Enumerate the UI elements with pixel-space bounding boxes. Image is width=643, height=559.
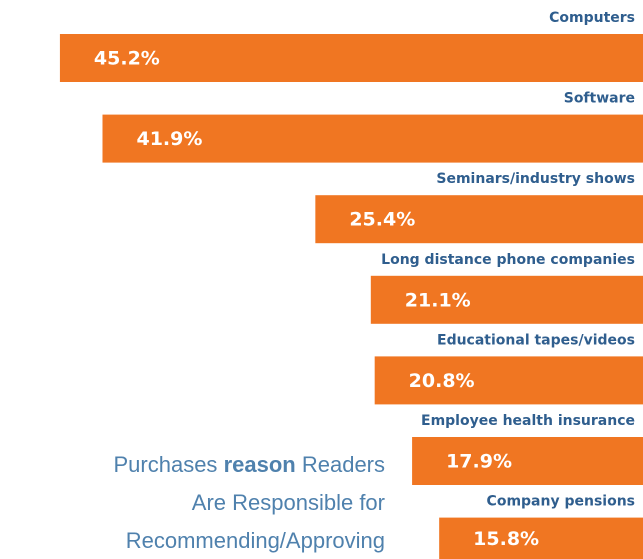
chart-title: Purchases reason Readers: [113, 452, 385, 477]
bar: [412, 437, 643, 485]
value-label: 15.8%: [473, 528, 539, 550]
value-label: 17.9%: [446, 451, 512, 473]
bar: [439, 517, 643, 559]
chart-title: Recommending/Approving: [126, 528, 385, 553]
title-part: Purchases: [113, 452, 217, 477]
bar: [374, 356, 643, 405]
value-label: 21.1%: [405, 289, 471, 311]
bar: [59, 34, 643, 82]
title-part: Readers: [302, 452, 385, 477]
category-label: Employee health insurance: [421, 413, 635, 429]
value-label: 45.2%: [94, 48, 160, 70]
category-label: Computers: [549, 10, 635, 26]
category-label: Seminars/industry shows: [436, 171, 635, 187]
value-label: 25.4%: [349, 209, 415, 231]
category-label: Software: [564, 91, 635, 107]
bar: [315, 195, 643, 244]
bar: [102, 114, 643, 163]
category-label: Educational tapes/videos: [437, 332, 635, 348]
title-emphasis: reason: [224, 452, 296, 477]
value-label: 20.8%: [409, 370, 475, 392]
value-label: 41.9%: [136, 128, 202, 150]
category-label: Company pensions: [487, 494, 635, 510]
chart-title: Are Responsible for: [192, 490, 385, 515]
bar: [370, 275, 643, 324]
category-label: Long distance phone companies: [381, 252, 635, 268]
